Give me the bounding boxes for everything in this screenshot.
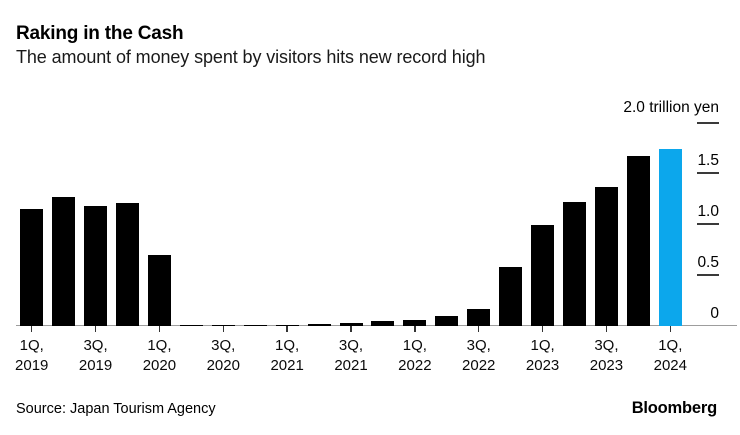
- x-tick-label: 1Q, 2023: [525, 337, 560, 374]
- bar-4q-2023: [626, 155, 650, 327]
- x-tick-mark: [286, 326, 288, 333]
- x-tick-mark: [30, 326, 33, 333]
- x-tick-mark: [158, 326, 161, 333]
- bar-4q-2020: [243, 324, 267, 327]
- bar-1q-2024: [658, 148, 682, 327]
- y-tick-label: 0: [710, 304, 719, 322]
- bar-2q-2023: [563, 202, 586, 327]
- x-tick-label: 3Q, 2023: [589, 337, 624, 374]
- y-axis-unit-label: 2.0 trillion yen: [623, 99, 719, 116]
- bar-1q-2022: [403, 320, 427, 327]
- y-tick-label: 1.5: [697, 152, 719, 170]
- y-tick-mark: [697, 121, 719, 124]
- bar-3q-2020: [211, 324, 235, 327]
- bar-3q-2019: [84, 206, 108, 327]
- bar-2q-2022: [435, 316, 459, 327]
- chart-title: Raking in the Cash: [16, 23, 184, 44]
- bar-4q-2021: [371, 321, 395, 327]
- source-label: Source: Japan Tourism Agency: [16, 401, 216, 417]
- y-tick-label: 1.0: [697, 203, 719, 220]
- x-tick-label: 1Q, 2019: [15, 337, 49, 374]
- x-tick-mark: [414, 326, 416, 333]
- bar-2q-2019: [52, 197, 76, 327]
- x-tick-label: 3Q, 2022: [462, 337, 496, 374]
- x-tick-label: 3Q, 2021: [334, 337, 368, 374]
- bar-1q-2021: [275, 324, 299, 327]
- bar-1q-2020: [147, 255, 171, 327]
- x-tick-label: 3Q, 2020: [206, 337, 240, 374]
- bar-2q-2021: [307, 324, 331, 327]
- y-tick-label: 0.5: [697, 253, 719, 271]
- bar-3q-2022: [467, 308, 491, 327]
- x-tick-label: 3Q, 2019: [78, 337, 113, 374]
- bar-3q-2021: [339, 323, 363, 327]
- x-tick-label: 1Q, 2021: [270, 337, 304, 374]
- y-tick-mark: [697, 172, 719, 175]
- x-tick-label: 1Q, 2020: [142, 337, 177, 374]
- x-tick-mark: [669, 326, 672, 333]
- x-tick-label: 1Q, 2024: [653, 337, 687, 374]
- x-tick-mark: [350, 326, 352, 333]
- bar-1q-2019: [20, 209, 44, 327]
- x-tick-mark: [94, 326, 97, 333]
- bar-2q-2020: [179, 324, 203, 327]
- bar-4q-2019: [115, 203, 139, 327]
- bloomberg-logo: Bloomberg: [631, 399, 717, 417]
- x-tick-mark: [605, 326, 608, 333]
- y-tick-mark: [697, 223, 719, 225]
- y-tick-mark: [697, 273, 719, 276]
- x-tick-mark: [222, 326, 225, 333]
- bar-4q-2022: [499, 267, 523, 327]
- chart-subtitle: The amount of money spent by visitors hi…: [16, 47, 486, 67]
- bar-3q-2023: [594, 187, 618, 327]
- x-tick-mark: [477, 326, 480, 333]
- bar-1q-2023: [531, 224, 555, 327]
- x-tick-label: 1Q, 2022: [398, 337, 432, 374]
- x-tick-mark: [541, 326, 544, 333]
